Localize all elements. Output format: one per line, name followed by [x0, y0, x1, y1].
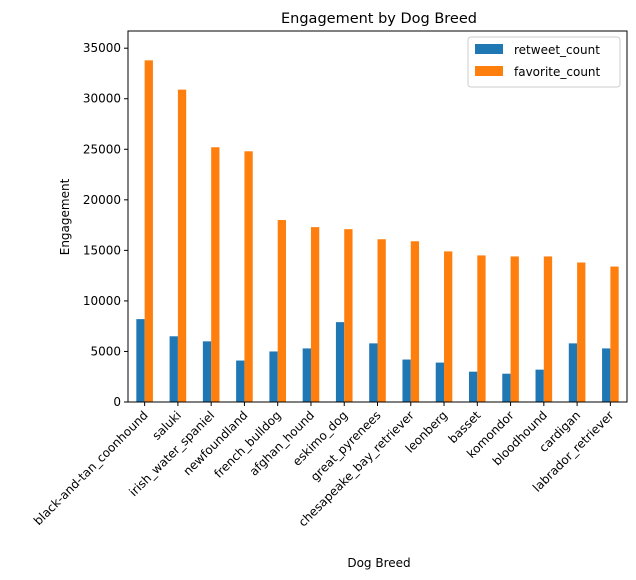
bars — [136, 60, 619, 402]
y-tick-label: 25000 — [83, 142, 121, 156]
legend-frame — [467, 36, 621, 88]
bar-favorite_count-newfoundland — [244, 151, 253, 402]
bar-favorite_count-chesapeake_bay_retriever — [410, 241, 420, 402]
chart-title: Engagement by Dog Breed — [281, 11, 477, 27]
bar-favorite_count-great_pyrenees — [377, 239, 386, 402]
bar-retweet_count-newfoundland — [236, 360, 245, 402]
bar-favorite_count-basset — [477, 255, 486, 402]
y-axis: 0 5000 10000 15000 20000 25000 30000 35000 — [83, 41, 128, 409]
bar-retweet_count-irish_water_spaniel — [202, 341, 212, 402]
y-tick-label: 10000 — [83, 294, 121, 308]
y-tick-label: 5000 — [90, 344, 121, 358]
y-tick-label: 35000 — [83, 41, 121, 55]
x-axis-label: Dog Breed — [347, 556, 410, 570]
y-tick-label: 15000 — [83, 243, 121, 257]
bar-favorite_count-komondor — [510, 256, 519, 402]
bar-favorite_count-cardigan — [577, 262, 586, 402]
legend-swatch-retweet_count — [475, 44, 503, 54]
bar-favorite_count-leonberg — [444, 251, 453, 402]
bar-retweet_count-black-and-tan_coonhound — [136, 319, 145, 402]
y-tick-label: 20000 — [83, 193, 121, 207]
bar-retweet_count-chesapeake_bay_retriever — [402, 359, 411, 402]
plot-frame — [127, 30, 628, 403]
bar-retweet_count-eskimo_dog — [335, 322, 345, 402]
legend-label-retweet_count: retweet_count — [514, 43, 600, 57]
y-axis-label: Engagement — [58, 178, 72, 255]
bar-retweet_count-french_bulldog — [269, 351, 278, 402]
bar-favorite_count-black-and-tan_coonhound — [144, 60, 153, 402]
bar-favorite_count-labrador_retriever — [610, 266, 619, 402]
bar-retweet_count-basset — [469, 371, 478, 402]
bar-retweet_count-bloodhound — [535, 369, 544, 402]
bar-retweet_count-labrador_retriever — [602, 348, 611, 402]
y-tick-label: 30000 — [83, 92, 121, 106]
legend: retweet_count favorite_count — [467, 36, 621, 88]
legend-swatch-favorite_count — [475, 66, 503, 76]
bar-retweet_count-cardigan — [568, 343, 578, 402]
bar-favorite_count-eskimo_dog — [344, 229, 353, 402]
bar-favorite_count-saluki — [177, 89, 187, 402]
bar-retweet_count-afghan_hound — [302, 348, 311, 402]
bar-retweet_count-great_pyrenees — [369, 343, 378, 402]
bar-favorite_count-french_bulldog — [277, 220, 286, 402]
bar-favorite_count-afghan_hound — [310, 227, 320, 402]
bar-retweet_count-komondor — [502, 373, 511, 402]
bar-retweet_count-saluki — [169, 336, 178, 402]
bar-favorite_count-irish_water_spaniel — [211, 147, 220, 402]
y-tick-label: 0 — [113, 395, 121, 409]
bar-favorite_count-bloodhound — [543, 256, 553, 402]
legend-label-favorite_count: favorite_count — [514, 65, 601, 79]
bar-retweet_count-leonberg — [435, 362, 445, 402]
